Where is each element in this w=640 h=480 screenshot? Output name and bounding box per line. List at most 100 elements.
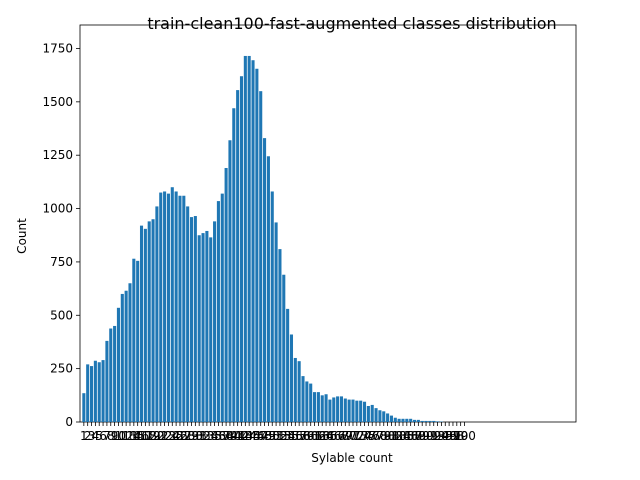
bar-2 — [86, 364, 90, 422]
bar-51 — [274, 222, 278, 422]
bar-57 — [297, 361, 301, 422]
x-tick-label: 5 — [95, 429, 103, 443]
x-tick-label: 25 — [168, 429, 183, 443]
bar-70 — [347, 399, 351, 422]
x-tick-label: 65 — [322, 429, 337, 443]
x-tick-label: 51 — [268, 429, 283, 443]
bar-62 — [316, 392, 320, 422]
x-tick-label: 69 — [338, 429, 353, 443]
x-tick-label: 18 — [142, 429, 157, 443]
bar-93 — [436, 421, 440, 422]
bar-36 — [216, 201, 220, 422]
x-tick-label: 21 — [153, 429, 168, 443]
bar-43 — [243, 55, 247, 422]
bar-90 — [424, 420, 428, 422]
x-tick-label: 97 — [445, 429, 460, 443]
x-tick-label: 7 — [103, 429, 111, 443]
x-tick-label: 82 — [388, 429, 403, 443]
x-tick-label: 58 — [295, 429, 310, 443]
x-axis-label: Sylable count — [311, 451, 393, 465]
x-tick-label: 27 — [176, 429, 191, 443]
x-tick-label: 62 — [311, 429, 326, 443]
x-tick-label: 52 — [272, 429, 287, 443]
chart-title: train-clean100-fast-augmented classes di… — [147, 14, 556, 33]
x-tick-label: 70 — [342, 429, 357, 443]
y-tick-label: 750 — [50, 255, 73, 269]
x-tick-label: 66 — [326, 429, 341, 443]
bar-14 — [132, 258, 136, 422]
bar-19 — [151, 219, 155, 422]
x-axis: 1234567891011121314151617181920212223242… — [80, 422, 476, 443]
x-tick-label: 39 — [222, 429, 237, 443]
bar-33 — [205, 230, 209, 422]
x-tick-label: 88 — [411, 429, 426, 443]
x-tick-label: 2 — [84, 429, 92, 443]
bar-91 — [428, 420, 432, 422]
bar-52 — [278, 249, 282, 422]
bar-21 — [159, 192, 163, 422]
x-tick-label: 100 — [453, 429, 476, 443]
bar-59 — [305, 381, 309, 422]
x-tick-label: 91 — [422, 429, 437, 443]
bar-81 — [389, 415, 393, 422]
x-tick-label: 37 — [215, 429, 230, 443]
bar-67 — [336, 396, 340, 422]
x-tick-label: 56 — [288, 429, 303, 443]
bar-42 — [239, 76, 244, 422]
x-tick-label: 83 — [391, 429, 406, 443]
bar-46 — [255, 68, 259, 422]
x-tick-label: 94 — [434, 429, 449, 443]
bar-35 — [213, 221, 217, 422]
bar-3 — [90, 366, 94, 422]
bar-47 — [259, 91, 263, 423]
x-tick-label: 19 — [145, 429, 160, 443]
bar-55 — [289, 334, 294, 422]
x-tick-label: 81 — [384, 429, 399, 443]
x-tick-label: 93 — [430, 429, 445, 443]
x-tick-label: 90 — [418, 429, 433, 443]
bar-79 — [382, 411, 386, 422]
x-tick-label: 22 — [157, 429, 172, 443]
x-tick-label: 78 — [372, 429, 387, 443]
x-tick-label: 67 — [330, 429, 345, 443]
x-tick-label: 12 — [118, 429, 133, 443]
bar-88 — [416, 419, 420, 422]
bar-8 — [109, 328, 113, 422]
x-tick-label: 38 — [218, 429, 233, 443]
x-tick-label: 41 — [230, 429, 245, 443]
x-tick-label: 6 — [99, 429, 107, 443]
bar-22 — [163, 191, 167, 422]
x-tick-label: 63 — [315, 429, 330, 443]
x-tick-label: 54 — [280, 429, 295, 443]
plot-area — [79, 24, 577, 423]
bar-5 — [97, 362, 101, 422]
bar-27 — [182, 195, 186, 422]
x-tick-label: 87 — [407, 429, 422, 443]
bar-17 — [143, 228, 147, 422]
x-tick-label: 86 — [403, 429, 418, 443]
y-tick-label: 1250 — [42, 148, 73, 162]
x-tick-label: 33 — [199, 429, 214, 443]
x-tick-label: 29 — [184, 429, 199, 443]
x-tick-label: 4 — [92, 429, 100, 443]
bar-24 — [170, 187, 174, 422]
y-tick-label: 250 — [50, 362, 73, 376]
bar-26 — [178, 195, 182, 422]
x-tick-label: 45 — [245, 429, 260, 443]
bar-80 — [386, 413, 390, 422]
y-tick-label: 500 — [50, 308, 73, 322]
bar-89 — [420, 420, 424, 422]
x-tick-label: 75 — [361, 429, 376, 443]
bar-54 — [286, 308, 290, 422]
y-tick-label: 0 — [65, 415, 73, 429]
bar-25 — [174, 191, 178, 422]
x-tick-label: 3 — [88, 429, 96, 443]
bar-78 — [378, 410, 382, 422]
x-tick-label: 42 — [234, 429, 249, 443]
bar-74 — [362, 401, 367, 422]
x-tick-label: 79 — [376, 429, 391, 443]
bar-77 — [374, 408, 378, 422]
bar-6 — [101, 360, 105, 422]
y-tick-label: 1750 — [42, 41, 73, 55]
